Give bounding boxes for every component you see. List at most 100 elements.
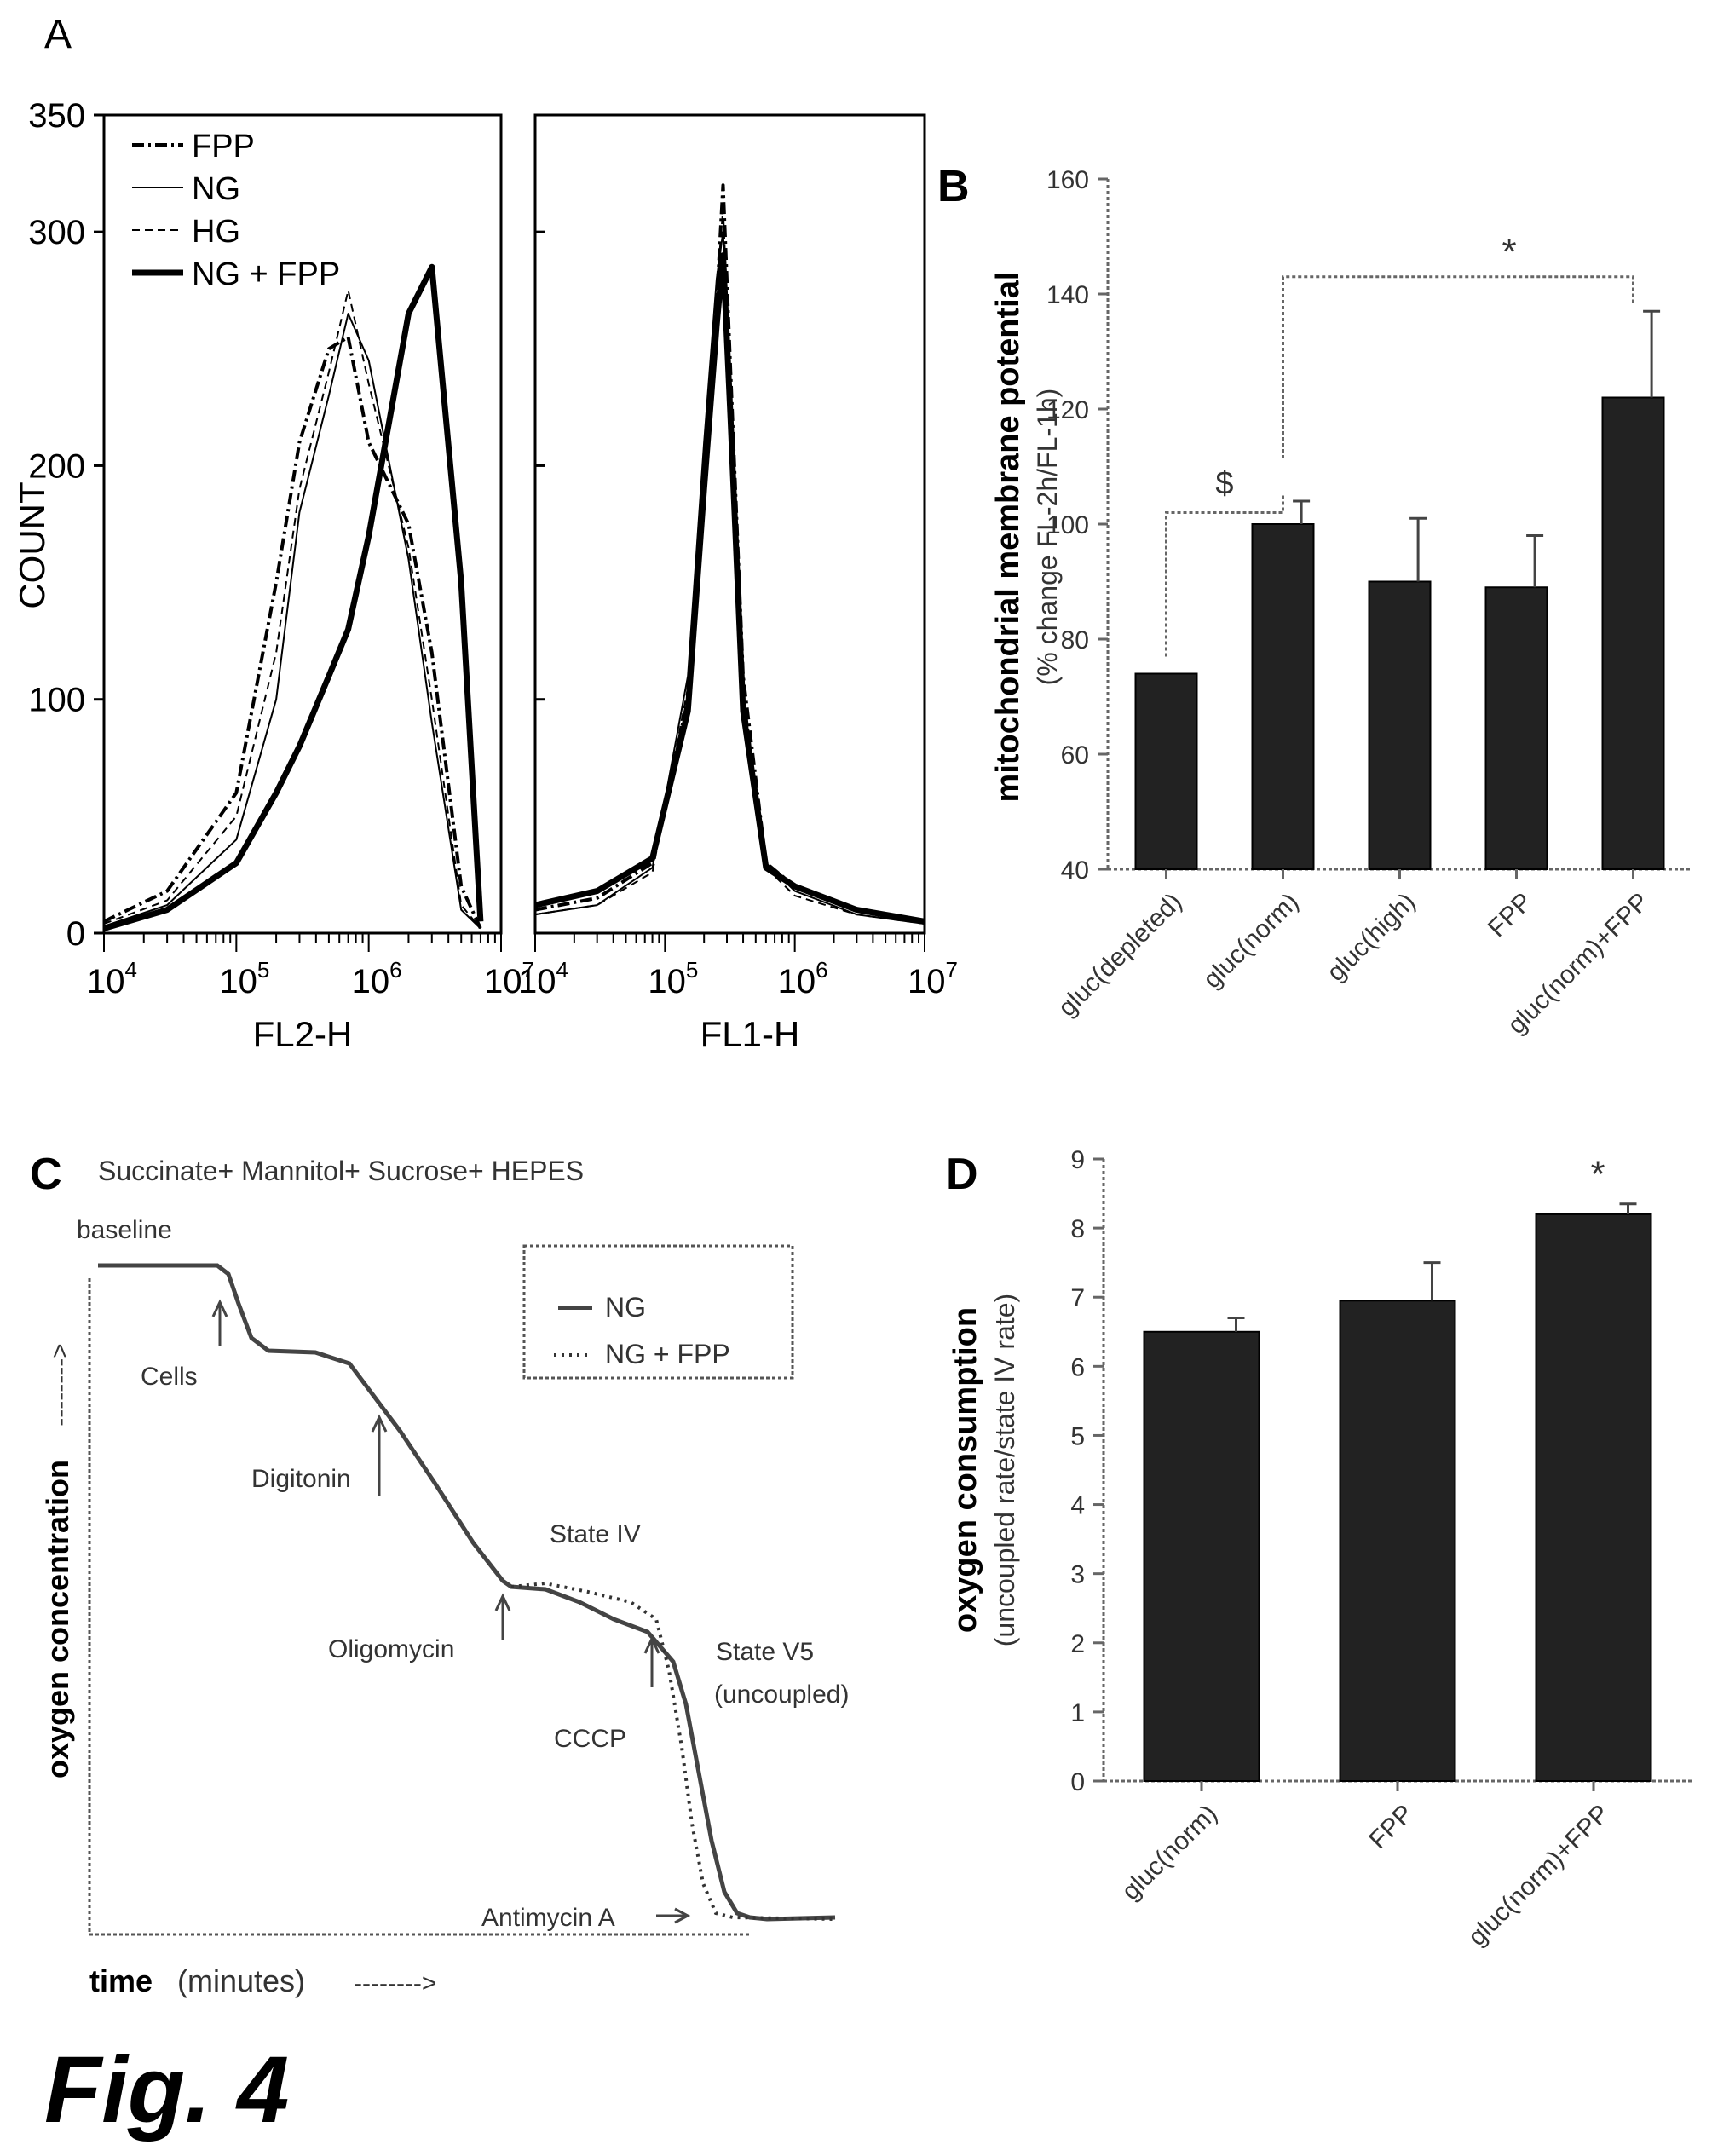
panel-a-plot-frame (102, 113, 503, 935)
panel-a-legend-entry: FPP (192, 129, 255, 164)
panel-a-x-tick-label: 105 (219, 957, 269, 1000)
panel-c-annotation-uncoupled: (uncoupled) (714, 1680, 849, 1709)
panel-d-y-tick-label: 2 (1070, 1630, 1085, 1658)
panel-a-legend: FPP NG HG NG + FPP (132, 129, 340, 292)
panel-d: D oxygen consumption (uncoupled rate/sta… (946, 1146, 1692, 1951)
panel-b-bar (1368, 580, 1432, 870)
panel-c-annotation-digitonin: Digitonin (251, 1465, 351, 1493)
panel-a-x-tick-exponent: 7 (946, 957, 958, 983)
panel-a-legend-entry: NG + FPP (192, 257, 340, 292)
panel-a-fl1-plot: 104 105 106 107 (518, 113, 958, 1000)
panel-b-y-tick-label: 160 (1046, 166, 1089, 194)
panel-a-x-tick-label: 107 (908, 957, 958, 1000)
panel-d-significance-marker: * (1590, 1154, 1605, 1196)
panel-c-title: Succinate+ Mannitol+ Sucrose+ HEPES (98, 1156, 584, 1186)
panel-b-y-axis-label: mitochondrial membrane potential (990, 272, 1026, 803)
panel-d-y-tick-label: 3 (1070, 1561, 1085, 1589)
panel-a-legend-entry: HG (192, 214, 240, 250)
panel-a-fl2-plot: 104 105 106 107 (87, 113, 534, 1000)
panel-b-label: B (937, 162, 970, 211)
panel-c-annotation-cells: Cells (141, 1363, 198, 1391)
panel-c-annotation-state-iv: State IV (550, 1520, 641, 1548)
panel-c-x-axis-unit: (minutes) (177, 1963, 305, 1998)
panel-b-bar (1484, 586, 1548, 870)
panel-a-x-tick-label: 106 (778, 957, 828, 1000)
panel-a-x-tick-label: 106 (352, 957, 402, 1000)
panel-a-x-tick-exponent: 4 (556, 957, 568, 983)
panel-b-significance-bracket (1282, 275, 1634, 458)
panel-d-label: D (946, 1150, 978, 1199)
panel-a-label: A (44, 12, 72, 57)
panel-c-arrows (211, 1299, 691, 1924)
panel-b-y-tick-label: 60 (1061, 741, 1089, 770)
panel-a-plot-frame (533, 113, 926, 935)
panel-a-x-tick-exponent: 7 (522, 957, 534, 983)
panel-d-y-tick-label: 1 (1070, 1699, 1085, 1727)
panel-c-x-axis-arrow: --------> (354, 1969, 436, 1997)
panel-a-x-tick-label: 105 (648, 957, 698, 1000)
panel-a-series-line (534, 252, 925, 925)
panel-c-annotation-state-v5: State V5 (716, 1638, 814, 1666)
panel-a-x-tick-exponent: 4 (125, 957, 137, 983)
panel-a-x-tick-exponent: 6 (389, 957, 401, 983)
panel-d-x-tick-label: gluc(norm)+FPP (1463, 1800, 1615, 1951)
panel-d-bar (1143, 1330, 1260, 1783)
panel-c-x-axis-label: time (89, 1963, 153, 1998)
panel-b-bar (1251, 523, 1315, 870)
panel-b-x-tick-label: gluc(norm) (1198, 888, 1305, 994)
panel-d-y-tick-label: 7 (1070, 1284, 1085, 1312)
panel-c-y-axis-label: oxygen concentration (40, 1460, 75, 1778)
panel-a-x-tick-exponent: 5 (686, 957, 698, 983)
panel-a-series-line (534, 207, 925, 925)
panel-a-x-tick-label: 104 (87, 957, 137, 1000)
panel-c: C Succinate+ Mannitol+ Sucrose+ HEPES ox… (30, 1150, 849, 1998)
panel-a-series-line (103, 289, 481, 930)
panel-b-bar (1134, 672, 1198, 870)
panel-a-x-tick-exponent: 6 (816, 957, 827, 983)
panel-a-x-tick-exponent: 5 (257, 957, 269, 983)
panel-b-x-tick-label: gluc(depleted) (1053, 888, 1188, 1023)
panel-b-chart: 40 60 80 100 120 140 160 gluc(depleted) gluc(nor… (1046, 166, 1692, 1040)
panel-c-legend-ng-fpp: NG + FPP (605, 1339, 730, 1369)
panel-b: B mitochondrial membrane potential (% ch… (937, 162, 1692, 1040)
panel-c-annotation-antimycin-a: Antimycin A (481, 1904, 615, 1932)
panel-a-x-tick-label: 104 (518, 957, 568, 1000)
panel-b-significance-marker: * (1502, 231, 1516, 273)
panel-d-y-tick-label: 9 (1070, 1146, 1085, 1174)
panel-a-fl1-x-label: FL1-H (700, 1014, 800, 1054)
panel-c-annotation-baseline: baseline (77, 1216, 172, 1244)
panel-b-y-tick-label: 140 (1046, 281, 1089, 309)
panel-c-legend: NG NG + FPP (522, 1244, 794, 1380)
panel-c-series-ng-fpp (510, 1581, 836, 1921)
panel-c-annotation-oligomycin: Oligomycin (328, 1635, 454, 1663)
panel-d-y-tick-label: 4 (1070, 1492, 1085, 1520)
panel-b-y-tick-label: 120 (1046, 396, 1089, 424)
panel-b-x-tick-label: gluc(high) (1322, 888, 1421, 987)
panel-b-y-axis-sublabel: (% change FL-2h/FL-1h) (1032, 389, 1063, 686)
panel-d-y-tick-label: 5 (1070, 1422, 1085, 1450)
panel-b-y-tick-label: 40 (1061, 856, 1089, 885)
panel-b-x-tick-label: FPP (1483, 888, 1538, 943)
panel-c-legend-ng: NG (605, 1292, 646, 1323)
panel-d-y-tick-label: 0 (1070, 1768, 1085, 1796)
panel-a-y-tick-label: 200 (28, 447, 85, 485)
panel-a-series-line (534, 183, 925, 924)
panel-c-legend-box (522, 1244, 794, 1380)
panel-d-x-tick-label: FPP (1363, 1800, 1419, 1855)
panel-a-fl2-x-label: FL2-H (253, 1014, 353, 1054)
panel-d-y-axis-sublabel: (uncoupled rate/state IV rate) (989, 1294, 1020, 1646)
panel-a-series-line (103, 335, 482, 930)
panel-b-bar (1601, 396, 1665, 870)
panel-d-x-tick-label: gluc(norm) (1116, 1800, 1223, 1906)
panel-d-chart: 0 1 2 3 4 5 6 7 8 9 gluc(norm) FPP gluc(norm)+FPP * (1070, 1146, 1692, 1951)
panel-a-y-tick-label: 350 (28, 97, 85, 135)
panel-a-legend-entry: NG (192, 171, 240, 207)
panel-c-y-axis-arrow: --------> (46, 1343, 74, 1426)
panel-a: A COUNT 0 100 200 300 350 FPP NG HG NG + FPP 10… (12, 12, 958, 1054)
panel-d-bar (1535, 1213, 1652, 1782)
panel-b-significance-marker: $ (1215, 466, 1233, 502)
panel-a-y-tick-label: 100 (28, 682, 85, 719)
panel-d-bar (1339, 1300, 1456, 1783)
panel-a-y-ticks: 0 100 200 300 350 (28, 97, 85, 953)
